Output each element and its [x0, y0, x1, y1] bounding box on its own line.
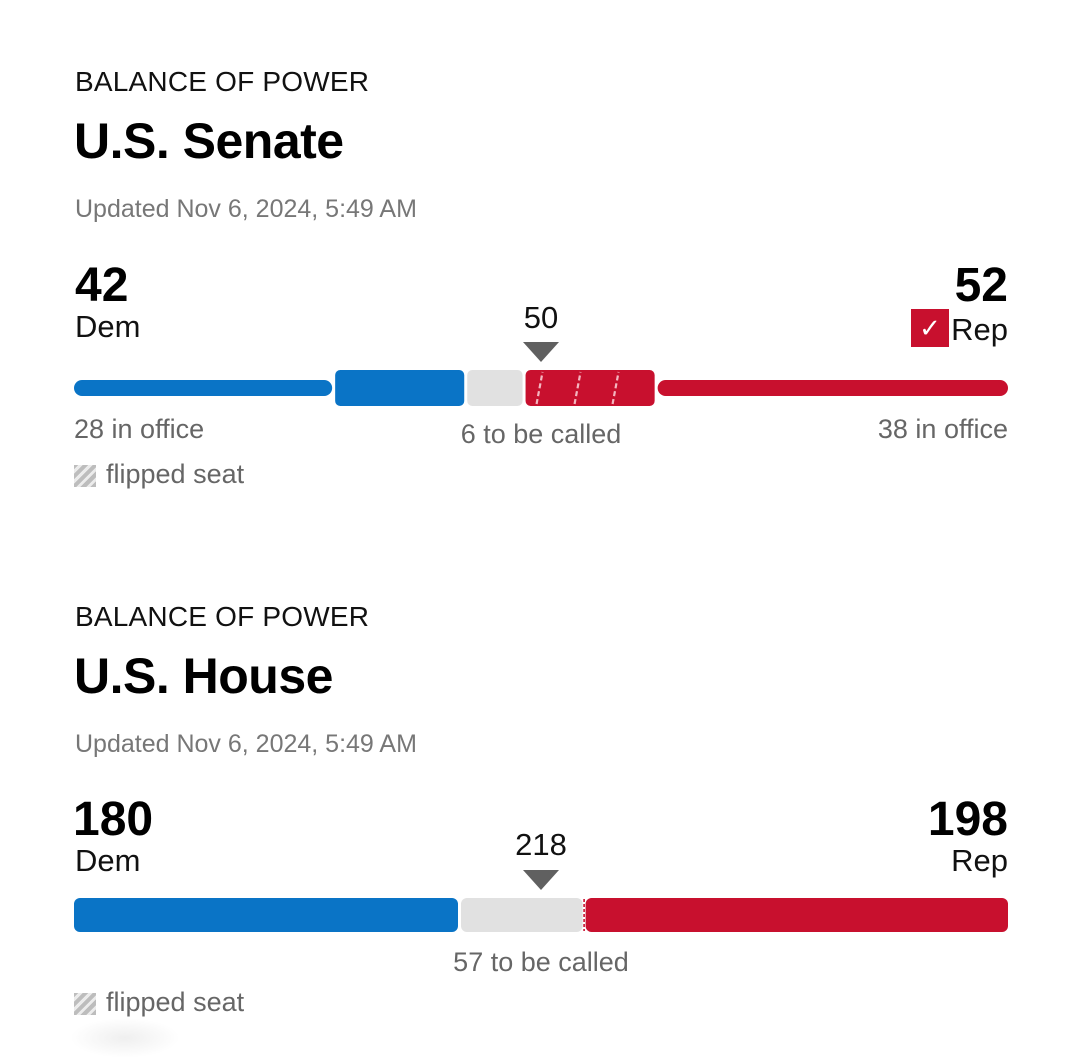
senate-dem-label: Dem	[75, 309, 141, 344]
senate-flipped-seat-stripe	[611, 371, 620, 405]
flipped-seat-swatch-icon	[74, 993, 96, 1015]
senate-seg-rep-in-office	[657, 380, 1008, 396]
senate-flipped-seat-stripe	[573, 371, 582, 405]
house-dem-total: 180	[73, 793, 154, 846]
senate-title: U.S. Senate	[74, 113, 344, 169]
majority-marker-icon	[523, 870, 559, 890]
senate-rep-in-office: 38 in office	[877, 414, 1008, 444]
senate-seg-to-be-called	[467, 370, 523, 406]
majority-marker-icon	[523, 342, 559, 362]
house-updated: Updated Nov 6, 2024, 5:49 AM	[75, 730, 417, 758]
house-eyebrow: BALANCE OF POWER	[75, 601, 370, 632]
winner-check-icon: ✓	[911, 309, 949, 347]
senate-seg-rep-won	[525, 370, 655, 406]
house-title: U.S. House	[74, 648, 333, 704]
flipped-seat-swatch-icon	[74, 465, 96, 487]
senate-eyebrow: BALANCE OF POWER	[75, 66, 370, 97]
house-rep-label: Rep	[951, 843, 1008, 878]
senate-seg-dem-won	[335, 370, 465, 406]
senate-dem-in-office: 28 in office	[74, 414, 205, 444]
house-to-be-called: 57 to be called	[453, 947, 629, 977]
senate-balance-bar	[74, 370, 1008, 406]
senate-rep-total: 52	[954, 259, 1008, 312]
senate-dem-total: 42	[75, 259, 129, 312]
house-seg-rep-won	[585, 898, 1008, 932]
senate-to-be-called: 6 to be called	[460, 419, 622, 449]
senate-seg-dem-in-office	[74, 380, 333, 396]
house-seg-dem-won	[74, 898, 458, 932]
senate-flipped-legend: flipped seat	[106, 459, 245, 489]
senate-rep-label: Rep	[951, 312, 1008, 347]
senate-updated: Updated Nov 6, 2024, 5:49 AM	[75, 195, 417, 223]
senate-flipped-seat-stripe	[535, 371, 544, 405]
house-rep-total: 198	[927, 793, 1008, 846]
house-flipped-legend: flipped seat	[106, 987, 245, 1017]
house-seg-to-be-called	[461, 898, 583, 932]
scroll-fade	[70, 1018, 180, 1058]
house-balance-bar	[74, 898, 1008, 932]
house-dem-label: Dem	[75, 843, 141, 878]
house-majority-label: 218	[515, 827, 567, 862]
senate-majority-label: 50	[523, 300, 559, 335]
